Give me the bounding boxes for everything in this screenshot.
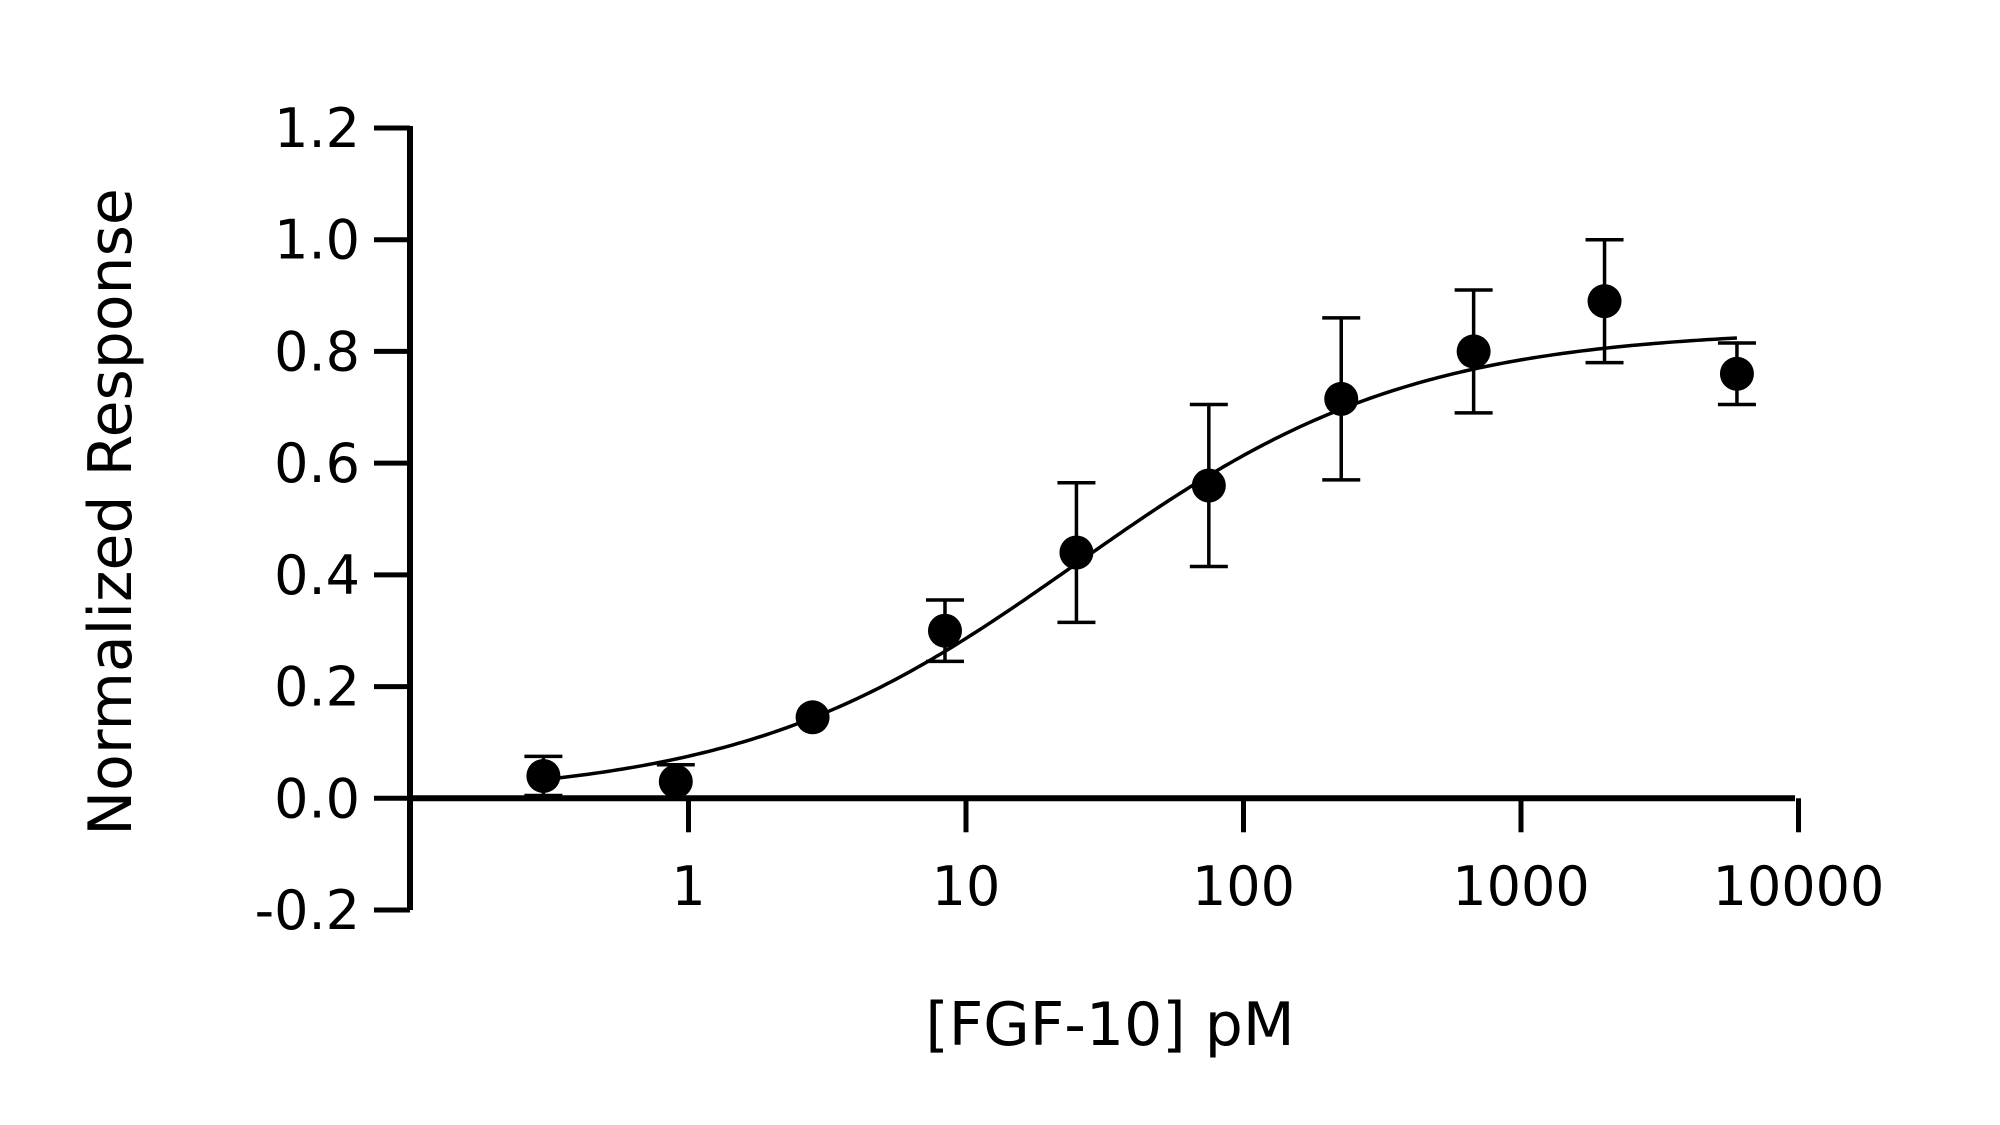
x-axis-title: [FGF-10] pM xyxy=(925,990,1294,1060)
x-tick-label: 10 xyxy=(932,855,1001,918)
fit-curve xyxy=(543,336,1738,782)
data-point xyxy=(927,613,962,648)
y-tick-label: 1.2 xyxy=(274,97,360,160)
data-point xyxy=(1324,381,1359,416)
y-tick-label: 0.0 xyxy=(274,767,360,830)
data-point xyxy=(658,764,693,799)
x-tick-label: 100 xyxy=(1192,855,1295,918)
y-axis: -0.2 0.0 0.2 0.4 0.6 0.8 1.0 1.2 xyxy=(255,97,413,942)
data-point xyxy=(1456,334,1491,369)
data-point xyxy=(526,758,561,793)
data-point xyxy=(1191,468,1226,503)
x-ticks: 1 10 100 1000 10000 xyxy=(671,798,1884,918)
y-axis-title: Normalized Response xyxy=(76,188,146,836)
y-tick-label: -0.2 xyxy=(255,879,360,942)
x-tick-label: 1000 xyxy=(1452,855,1589,918)
data-point xyxy=(1719,356,1754,391)
data-point xyxy=(1587,284,1622,319)
y-tick-label: 0.2 xyxy=(274,656,360,719)
data-points xyxy=(526,284,1754,799)
data-point xyxy=(795,700,830,735)
data-point xyxy=(1059,535,1094,570)
y-tick-label: 0.8 xyxy=(274,320,360,383)
x-axis: 1 10 100 1000 10000 xyxy=(407,795,1884,918)
y-tick-label: 0.6 xyxy=(274,432,360,495)
y-ticks: -0.2 0.0 0.2 0.4 0.6 0.8 1.0 1.2 xyxy=(255,97,410,942)
x-tick-label: 10000 xyxy=(1713,855,1885,918)
x-tick-label: 1 xyxy=(671,855,705,918)
y-tick-label: 1.0 xyxy=(274,209,360,272)
y-tick-label: 0.4 xyxy=(274,544,360,607)
